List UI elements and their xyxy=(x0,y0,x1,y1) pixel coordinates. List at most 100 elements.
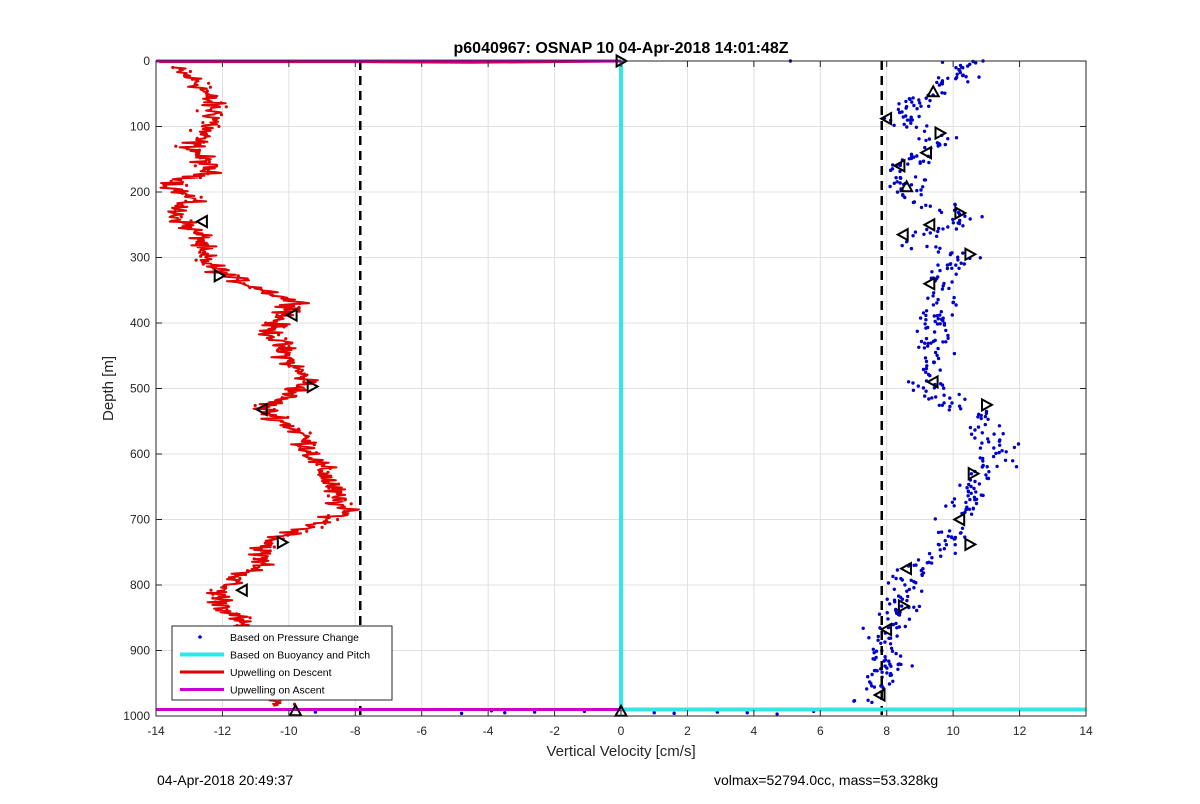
pressure-change-point xyxy=(899,576,903,581)
pressure-change-point xyxy=(912,586,916,590)
pressure-change-point xyxy=(921,185,925,189)
pressure-change-point xyxy=(977,75,981,79)
descent-point xyxy=(201,234,205,239)
pressure-change-point xyxy=(927,104,931,109)
pressure-change-point xyxy=(961,66,965,70)
pressure-change-point xyxy=(933,319,937,324)
pressure-change-point xyxy=(912,155,916,159)
descent-point xyxy=(297,305,301,309)
pressure-change-point xyxy=(936,317,940,321)
pressure-change-point xyxy=(894,576,898,581)
pressure-change-point xyxy=(953,543,957,547)
pressure-change-point xyxy=(888,642,893,646)
pressure-change-point xyxy=(932,314,936,318)
pressure-change-point xyxy=(935,301,939,305)
pressure-change-point xyxy=(889,646,894,650)
pressure-change-point xyxy=(944,340,948,344)
descent-point xyxy=(267,411,271,415)
pressure-change-point xyxy=(972,495,977,499)
descent-point xyxy=(207,81,211,85)
x-tick-label: 8 xyxy=(883,724,890,738)
pressure-change-point xyxy=(915,329,919,333)
pressure-change-point xyxy=(959,407,963,411)
y-tick-label: 500 xyxy=(130,382,150,396)
descent-point xyxy=(201,121,205,125)
descent-point xyxy=(303,388,307,392)
pressure-change-point xyxy=(953,551,957,555)
pressure-change-point xyxy=(932,330,937,334)
pressure-change-point xyxy=(929,561,934,565)
pressure-change-point xyxy=(924,389,928,393)
pressure-change-point xyxy=(874,655,878,660)
pressure-change-point xyxy=(775,712,779,716)
pressure-change-point xyxy=(942,547,946,551)
descent-point xyxy=(242,282,246,286)
triangle-marker xyxy=(306,379,320,394)
pressure-change-point xyxy=(896,107,901,112)
pressure-change-point xyxy=(983,414,988,419)
pressure-change-point xyxy=(978,256,982,260)
pressure-change-point xyxy=(887,659,891,663)
pressure-change-point xyxy=(961,73,965,78)
descent-point xyxy=(252,557,256,561)
descent-point xyxy=(285,341,289,345)
pressure-change-point xyxy=(898,169,902,174)
descent-point xyxy=(315,462,319,467)
pressure-change-point xyxy=(995,464,999,469)
pressure-change-point xyxy=(930,556,934,560)
pressure-change-point xyxy=(944,543,949,547)
pressure-change-point xyxy=(872,685,877,689)
descent-point xyxy=(315,459,319,463)
pressure-change-point xyxy=(954,77,958,81)
pressure-change-point xyxy=(974,501,979,506)
pressure-change-point xyxy=(936,346,940,351)
pressure-change-point xyxy=(895,180,899,184)
pressure-change-point xyxy=(891,622,895,627)
descent-point xyxy=(265,329,269,333)
pressure-change-point xyxy=(924,203,928,207)
pressure-change-point xyxy=(928,98,932,103)
pressure-change-point xyxy=(909,152,914,156)
pressure-change-point xyxy=(899,662,903,667)
pressure-change-point xyxy=(973,428,977,432)
descent-point xyxy=(189,128,193,132)
pressure-change-point xyxy=(971,506,975,510)
descent-point xyxy=(236,274,240,278)
pressure-change-point xyxy=(957,404,962,408)
pressure-change-point xyxy=(978,446,983,450)
pressure-change-point xyxy=(928,204,932,208)
pressure-change-point xyxy=(919,188,923,192)
pressure-change-point xyxy=(927,397,931,401)
descent-point xyxy=(198,250,202,254)
descent-point xyxy=(198,176,202,180)
descent-point xyxy=(326,470,330,474)
pressure-change-point xyxy=(936,297,940,302)
pressure-change-point xyxy=(652,711,656,715)
pressure-change-point xyxy=(911,234,915,238)
pressure-change-point xyxy=(924,370,928,374)
pressure-change-point xyxy=(935,80,939,85)
pressure-change-point xyxy=(888,184,892,189)
pressure-change-point xyxy=(919,568,923,573)
triangle-marker xyxy=(892,158,906,173)
descent-point xyxy=(206,168,210,172)
x-tick-label: -4 xyxy=(483,724,494,738)
descent-point xyxy=(188,69,192,74)
pressure-change-point xyxy=(925,561,929,565)
triangle-marker xyxy=(879,622,893,637)
descent-point xyxy=(305,435,310,439)
descent-point xyxy=(339,490,343,494)
x-tick-label: -8 xyxy=(350,724,361,738)
descent-point xyxy=(308,431,312,435)
descent-point xyxy=(187,223,191,227)
descent-point xyxy=(342,510,346,514)
pressure-change-point xyxy=(922,232,926,236)
pressure-change-point xyxy=(948,396,952,400)
pressure-change-point xyxy=(952,351,957,356)
pressure-change-point xyxy=(969,484,973,489)
descent-point xyxy=(284,337,288,341)
descent-point xyxy=(224,105,228,109)
pressure-change-point xyxy=(899,176,903,180)
pressure-change-point xyxy=(887,682,892,686)
pressure-change-point xyxy=(968,62,972,66)
